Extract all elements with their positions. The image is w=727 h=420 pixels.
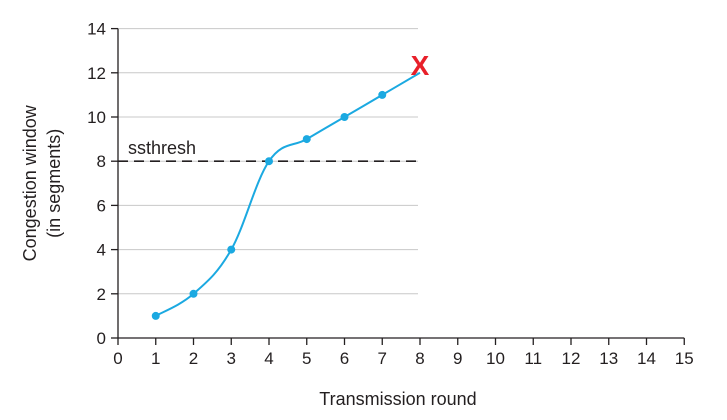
loss-marker: X — [411, 50, 430, 81]
congestion-window-series — [151, 71, 421, 320]
x-tick-label-4: 4 — [264, 349, 273, 368]
y-tick-label-2: 2 — [97, 285, 106, 304]
data-point-round-7 — [378, 90, 387, 99]
x-tick-label-10: 10 — [486, 349, 505, 368]
y-tick-label-0: 0 — [97, 329, 106, 348]
y-tick-label-14: 14 — [87, 20, 106, 39]
x-tick-label-0: 0 — [113, 349, 122, 368]
x-tick-label-12: 12 — [562, 349, 581, 368]
y-axis-title-line-1: Congestion window — [20, 104, 40, 261]
y-tick-label-4: 4 — [97, 241, 106, 260]
data-point-round-2 — [189, 289, 198, 298]
x-tick-label-11: 11 — [524, 349, 542, 368]
x-tick-label-5: 5 — [302, 349, 311, 368]
data-point-round-5 — [302, 135, 311, 144]
x-tick-label-1: 1 — [151, 349, 160, 368]
x-tick-label-3: 3 — [227, 349, 236, 368]
x-tick-label-15: 15 — [675, 349, 694, 368]
x-tick-label-2: 2 — [189, 349, 198, 368]
series-line — [155, 71, 421, 317]
x-tick-label-8: 8 — [415, 349, 424, 368]
y-tick-label-6: 6 — [97, 196, 106, 215]
data-point-round-1 — [151, 311, 160, 320]
y-tick-label-12: 12 — [87, 64, 106, 83]
ssthresh-label: ssthresh — [128, 138, 196, 158]
x-tick-label-6: 6 — [340, 349, 349, 368]
data-point-round-6 — [340, 113, 349, 121]
y-axis-title-line-2: (in segments) — [44, 129, 64, 238]
x-tick-label-7: 7 — [378, 349, 387, 368]
x-tick-label-13: 13 — [599, 349, 618, 368]
data-point-round-4 — [265, 157, 273, 166]
y-tick-label-10: 10 — [87, 108, 106, 127]
x-axis-title: Transmission round — [319, 389, 476, 409]
x-tick-label-14: 14 — [637, 349, 656, 368]
x-tick-label-9: 9 — [453, 349, 462, 368]
y-tick-label-8: 8 — [97, 152, 106, 171]
data-point-round-3 — [227, 245, 236, 254]
